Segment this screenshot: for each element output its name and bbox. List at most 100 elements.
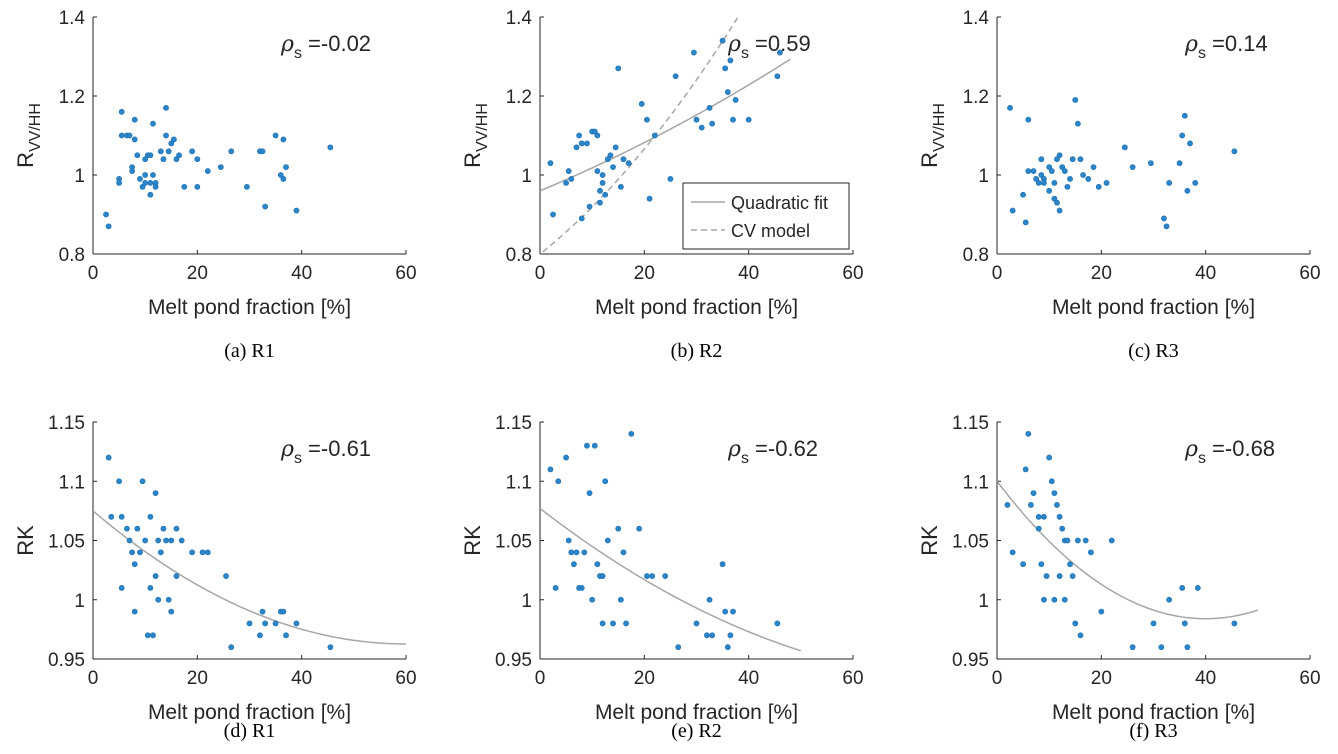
y-tick-label: 1.2 xyxy=(59,87,85,108)
data-point xyxy=(189,549,196,556)
y-tick-label: 1.15 xyxy=(952,413,989,434)
data-point xyxy=(139,183,146,190)
data-point xyxy=(116,179,122,186)
legend-entry-label: CV model xyxy=(731,221,810,241)
data-point xyxy=(173,573,180,579)
x-tick-label: 40 xyxy=(738,668,759,689)
data-point xyxy=(617,596,624,603)
data-point xyxy=(1009,207,1016,214)
data-point xyxy=(228,644,235,651)
data-point xyxy=(1056,207,1063,214)
data-point xyxy=(607,152,614,159)
data-point xyxy=(1051,490,1058,496)
data-point xyxy=(1035,525,1042,532)
data-point xyxy=(584,140,590,147)
x-tick-label: 20 xyxy=(187,668,208,689)
y-axis-label-sub: VV/HH xyxy=(931,103,948,152)
data-point xyxy=(1077,156,1084,163)
x-tick-label: 60 xyxy=(1299,263,1320,284)
data-point xyxy=(126,537,133,544)
data-point xyxy=(602,191,609,198)
data-point xyxy=(173,525,180,532)
x-tick-label: 60 xyxy=(842,668,863,689)
data-point xyxy=(103,211,109,218)
data-point xyxy=(142,156,149,163)
data-point xyxy=(586,490,593,496)
y-tick-label: 1.2 xyxy=(963,87,989,108)
data-point xyxy=(1056,152,1063,159)
data-point xyxy=(602,478,609,485)
quadratic-fit-line xyxy=(93,510,406,645)
chart-panel-1: 0 20 40 60 0.8 1 1.2 1.4 Melt pond fraction [%] R… xyxy=(13,8,417,362)
data-point xyxy=(1030,168,1037,174)
x-axis-label: Melt pond fraction [%] xyxy=(595,701,798,724)
correlation-annotation: ρs =-0.02 xyxy=(280,31,371,62)
data-point xyxy=(139,478,146,485)
data-point xyxy=(152,183,159,190)
data-point xyxy=(552,585,559,591)
data-point xyxy=(1085,176,1092,182)
data-point xyxy=(1150,620,1157,627)
data-point xyxy=(594,168,601,174)
data-point xyxy=(280,608,287,615)
data-point xyxy=(1054,502,1060,508)
data-point xyxy=(1069,573,1076,579)
data-point xyxy=(108,513,115,520)
data-point xyxy=(581,549,588,556)
x-axis-label: Melt pond fraction [%] xyxy=(1052,701,1255,724)
data-point xyxy=(1166,179,1173,186)
data-point xyxy=(1161,215,1167,222)
data-point xyxy=(1041,596,1047,603)
y-tick-label: 1.2 xyxy=(506,87,532,108)
rho-subscript: s xyxy=(1198,45,1206,62)
data-point xyxy=(693,620,700,627)
data-point xyxy=(573,549,580,556)
x-tick-label: 20 xyxy=(634,668,655,689)
data-point xyxy=(727,57,734,64)
data-point xyxy=(730,116,736,123)
data-point xyxy=(1048,168,1055,174)
data-point xyxy=(118,132,125,139)
data-point xyxy=(636,525,643,532)
data-point xyxy=(142,179,149,186)
y-tick-label: 1 xyxy=(521,166,532,187)
data-point xyxy=(129,549,136,556)
x-tick-label: 20 xyxy=(634,263,655,284)
data-point xyxy=(599,179,606,186)
data-point xyxy=(706,104,713,111)
data-point xyxy=(262,620,269,627)
data-point xyxy=(168,537,175,544)
data-point xyxy=(568,176,575,182)
y-tick-label: 0.8 xyxy=(506,245,532,266)
data-point xyxy=(584,442,590,449)
rho-subscript: s xyxy=(741,450,749,467)
data-point xyxy=(591,128,598,135)
x-axis-label: Melt pond fraction [%] xyxy=(148,296,351,319)
data-point xyxy=(131,561,138,568)
rho-symbol: ρ xyxy=(1184,437,1198,462)
data-point xyxy=(693,116,700,123)
rho-value: =-0.62 xyxy=(749,436,818,461)
data-point xyxy=(147,513,154,520)
y-axis-label: RK xyxy=(460,525,485,556)
data-point xyxy=(1074,120,1081,127)
data-point xyxy=(259,608,266,615)
data-point xyxy=(1072,620,1079,627)
rho-value: =-0.61 xyxy=(302,436,371,461)
data-point xyxy=(1121,144,1128,151)
x-tick-label: 60 xyxy=(842,263,863,284)
data-point xyxy=(194,156,201,163)
data-point xyxy=(280,176,287,182)
data-point xyxy=(722,65,729,72)
y-tick-label: 1.05 xyxy=(495,532,532,553)
data-point xyxy=(1061,168,1068,174)
data-point xyxy=(774,73,781,80)
data-point xyxy=(1077,632,1084,639)
y-tick-label: 0.95 xyxy=(48,650,85,671)
x-tick-label: 40 xyxy=(738,263,759,284)
data-point xyxy=(165,148,172,155)
data-point xyxy=(168,140,175,147)
y-tick-label: 1.05 xyxy=(48,532,85,553)
data-point xyxy=(610,620,616,627)
